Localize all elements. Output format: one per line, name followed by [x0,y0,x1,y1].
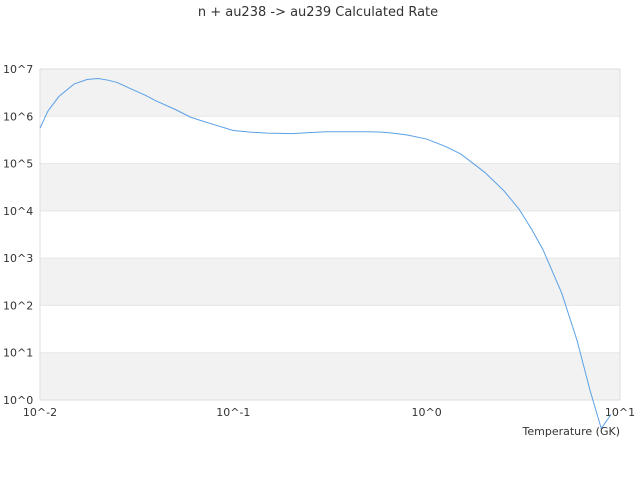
y-tick-label: 10^2 [3,299,33,312]
y-tick-label: 10^4 [3,205,33,218]
y-tick-label: 10^5 [3,158,33,171]
plot-band [40,352,620,400]
y-tick-label: 10^3 [3,252,33,265]
y-axis-ticks: 10^0 10^1 10^2 10^3 10^4 10^5 10^6 10^7 [3,63,33,407]
series-line [39,77,612,430]
chart-title: n + au238 -> au239 Calculated Rate [198,5,438,20]
y-tick-label: 10^6 [3,110,33,123]
plot-bands [40,69,620,400]
y-tick-label: 10^7 [3,63,33,76]
y-tick-label: 10^1 [3,347,33,360]
plot-area [39,68,621,401]
gridlines [40,68,620,401]
x-tick-label: 10^1 [605,406,635,419]
x-tick-label: 10^-2 [23,406,57,419]
plot-band [40,163,620,211]
plot-band [40,258,620,306]
y-tick-label: 10^0 [3,394,33,407]
x-axis-ticks: 10^-2 10^-1 10^0 10^1 [23,406,635,419]
x-axis-title: Temperature (GK) [522,425,621,438]
x-tick-label: 10^-1 [216,406,250,419]
x-tick-label: 10^0 [412,406,442,419]
plot-band [40,69,620,117]
